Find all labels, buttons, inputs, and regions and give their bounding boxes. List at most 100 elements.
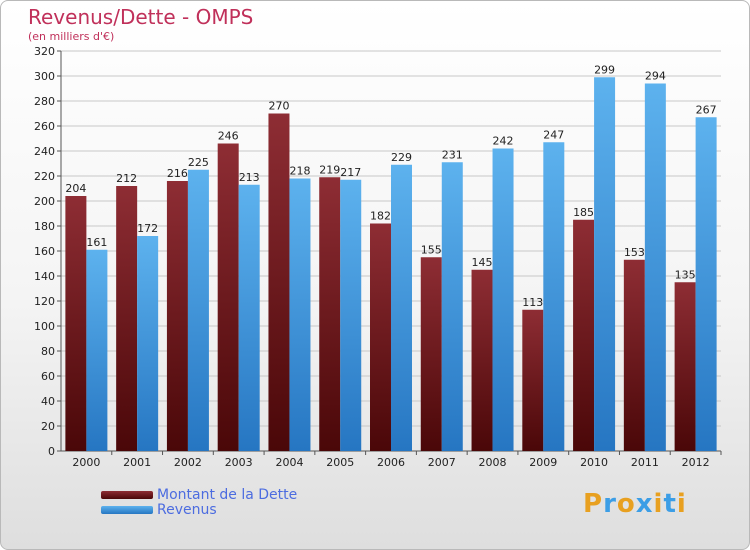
x-tick-label: 2002	[174, 456, 202, 469]
x-tick-label: 2010	[580, 456, 608, 469]
bar-revenus	[391, 164, 412, 451]
y-tick-label: 280	[34, 95, 55, 108]
bar-revenus	[543, 142, 565, 451]
value-label-dette: 113	[522, 296, 543, 309]
x-tick-label: 2005	[326, 456, 354, 469]
x-tick-label: 2008	[479, 456, 507, 469]
value-label-dette: 246	[218, 130, 239, 143]
x-tick-label: 2009	[529, 456, 557, 469]
value-label-revenus: 231	[442, 148, 463, 161]
value-label-dette: 185	[573, 206, 594, 219]
y-tick-label: 20	[41, 420, 55, 433]
bar-revenus	[695, 117, 717, 451]
bar-dette	[166, 181, 188, 451]
value-label-revenus: 172	[137, 222, 158, 235]
bar-revenus	[594, 77, 616, 451]
y-tick-label: 100	[34, 320, 55, 333]
value-label-revenus: 242	[493, 135, 514, 148]
bar-dette	[623, 259, 645, 451]
legend-item-revenus: Revenus	[101, 501, 297, 518]
bar-revenus	[238, 184, 260, 451]
legend-label-revenus: Revenus	[157, 501, 217, 518]
bar-revenus	[340, 179, 362, 451]
value-label-revenus: 247	[543, 128, 564, 141]
logo-letter: P	[583, 489, 604, 519]
value-label-dette: 145	[472, 256, 493, 269]
x-tick-label: 2007	[428, 456, 456, 469]
bar-revenus	[644, 83, 666, 451]
y-tick-label: 0	[48, 445, 55, 458]
bar-dette	[420, 257, 442, 451]
logo-letter: o	[616, 489, 636, 519]
bar-revenus	[187, 169, 209, 451]
bar-revenus	[441, 162, 463, 451]
x-tick-label: 2012	[682, 456, 710, 469]
bar-dette	[217, 143, 239, 451]
bar-dette	[116, 186, 138, 451]
bar-dette	[573, 219, 595, 451]
x-tick-label: 2006	[377, 456, 405, 469]
y-tick-label: 40	[41, 395, 55, 408]
x-tick-label: 2003	[225, 456, 253, 469]
bar-dette	[370, 223, 391, 451]
proxiti-logo: Proxiti	[583, 489, 687, 519]
bar-revenus	[289, 178, 311, 451]
value-label-dette: 216	[167, 167, 188, 180]
x-tick-label: 2000	[72, 456, 100, 469]
y-tick-label: 320	[34, 45, 55, 58]
bar-dette	[674, 282, 696, 451]
bar-dette	[471, 269, 493, 451]
y-tick-label: 160	[34, 245, 55, 258]
x-tick-label: 2011	[631, 456, 659, 469]
y-tick-label: 240	[34, 145, 55, 158]
value-label-revenus: 294	[645, 70, 666, 83]
value-label-revenus: 213	[239, 171, 260, 184]
y-tick-label: 300	[34, 70, 55, 83]
legend-swatch-revenus	[101, 505, 153, 514]
value-label-dette: 212	[116, 172, 137, 185]
bar-revenus	[86, 249, 108, 451]
value-label-dette: 219	[319, 163, 340, 176]
value-label-dette: 204	[65, 182, 86, 195]
value-label-revenus: 225	[188, 156, 209, 169]
value-label-dette: 135	[675, 268, 696, 281]
y-tick-label: 60	[41, 370, 55, 383]
y-tick-label: 260	[34, 120, 55, 133]
bar-revenus	[137, 236, 159, 451]
logo-letter: i	[676, 489, 687, 519]
x-tick-label: 2001	[123, 456, 151, 469]
value-label-dette: 155	[421, 243, 442, 256]
logo-letter: i	[653, 489, 664, 519]
legend: Montant de la Dette Revenus	[101, 486, 298, 518]
y-tick-label: 140	[34, 270, 55, 283]
bar-revenus	[492, 148, 514, 451]
logo-letter: r	[603, 489, 617, 519]
value-label-revenus: 299	[594, 63, 615, 76]
y-tick-label: 180	[34, 220, 55, 233]
legend-swatch-dette	[101, 490, 153, 499]
bars	[65, 77, 717, 451]
bar-dette	[268, 113, 290, 451]
chart-title: Revenus/Dette - OMPS	[28, 5, 254, 29]
y-tick-label: 200	[34, 195, 55, 208]
value-label-dette: 270	[268, 100, 289, 113]
value-label-revenus: 267	[696, 103, 717, 116]
value-label-revenus: 161	[86, 236, 107, 249]
logo-letter: t	[663, 489, 677, 519]
y-tick-label: 220	[34, 170, 55, 183]
legend-label-dette: Montant de la Dette	[157, 486, 298, 503]
bar-dette	[319, 177, 341, 451]
x-tick-label: 2004	[275, 456, 303, 469]
axes: 0 20 40 60 80 100 120 140 160 180 200 220 240 260 280 3…	[34, 45, 722, 469]
y-tick-label: 80	[41, 345, 55, 358]
value-label-dette: 153	[624, 246, 645, 259]
value-label-revenus: 229	[391, 151, 412, 164]
value-label-dette: 182	[370, 210, 391, 223]
value-label-revenus: 217	[340, 166, 361, 179]
legend-item-dette: Montant de la Dette	[101, 486, 298, 503]
chart-subtitle: (en milliers d'€)	[28, 30, 115, 43]
bar-dette	[522, 309, 544, 451]
